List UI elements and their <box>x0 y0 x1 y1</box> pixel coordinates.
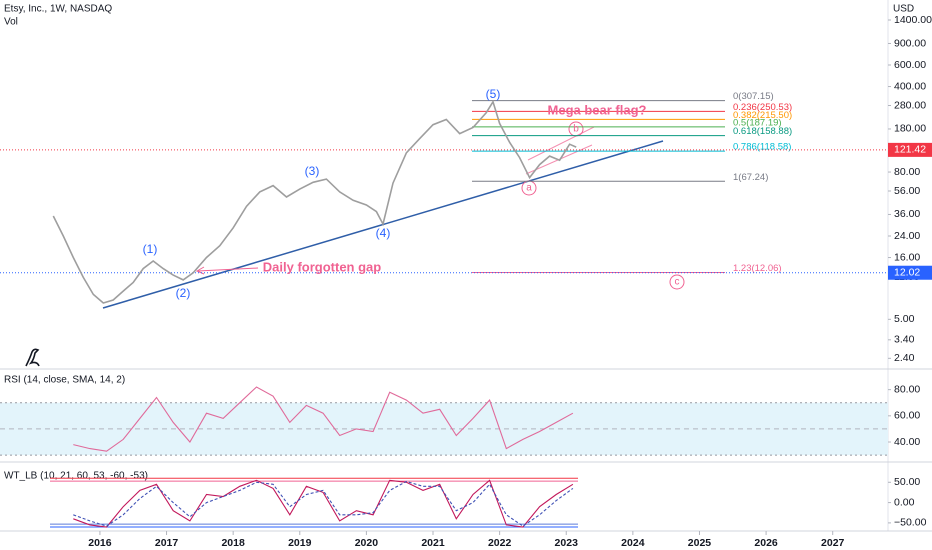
price-tag-label: 121.42 <box>894 144 926 156</box>
y-tick-label: 56.00 <box>894 185 920 197</box>
y-tick-label: 50.00 <box>894 476 920 488</box>
y-tick-label: 80.00 <box>894 383 920 395</box>
x-tick-label: 2020 <box>355 537 379 549</box>
annotation: (2) <box>176 286 191 300</box>
y-tick-label: 0.00 <box>894 496 915 508</box>
annotation: b <box>573 124 579 135</box>
fib-label: 0.236(250.53) <box>733 102 792 113</box>
y-tick-label: 2.40 <box>894 352 915 364</box>
gap-arrow <box>197 267 259 272</box>
fib-label: 1(67.24) <box>733 172 768 183</box>
wave-circle <box>669 274 685 290</box>
x-tick-label: 2025 <box>688 537 712 549</box>
series-line <box>52 99 577 304</box>
series-line <box>73 386 574 452</box>
price-tag-label: 12.02 <box>894 267 920 279</box>
y-tick-label: 16.00 <box>894 251 920 263</box>
y-tick-label: 5.00 <box>894 313 915 325</box>
price-tag <box>888 142 932 157</box>
x-tick-label: 2016 <box>88 537 112 549</box>
price-tag <box>888 265 932 280</box>
currency[interactable]: USD <box>893 4 914 15</box>
series-line <box>73 479 574 528</box>
rsi-title: RSI (14, close, SMA, 14, 2) <box>4 375 125 386</box>
y-tick-label: 80.00 <box>894 166 920 178</box>
x-tick-label: 2022 <box>488 537 512 549</box>
y-tick-label: 36.00 <box>894 208 920 220</box>
fib-label: 1.23(12.06) <box>733 263 782 274</box>
y-tick-label: 40.00 <box>894 436 920 448</box>
y-tick-label: 1400.00 <box>894 14 932 26</box>
fib-label: 0.786(118.58) <box>733 142 791 153</box>
annotation: (3) <box>305 164 320 178</box>
y-tick-label: 600.00 <box>894 59 926 71</box>
y-tick-label: 280.00 <box>894 99 926 111</box>
annotation: a <box>526 183 532 194</box>
fib-label: 0.618(158.88) <box>733 126 792 137</box>
y-tick-label: 400.00 <box>894 80 926 92</box>
x-tick-label: 2021 <box>421 537 445 549</box>
tv-logo[interactable] <box>25 348 40 367</box>
annotation: (1) <box>143 242 158 256</box>
annotation: c <box>675 277 680 288</box>
wt-title: WT_LB (10, 21, 60, 53, -60, -53) <box>4 471 148 482</box>
y-tick-label: 60.00 <box>894 410 920 422</box>
y-tick-label: 3.40 <box>894 334 915 346</box>
fib-label: 0(307.15) <box>733 91 774 102</box>
x-tick-label: 2018 <box>221 537 245 549</box>
volume-label: Vol <box>4 17 18 28</box>
y-tick-label: 24.00 <box>894 230 920 242</box>
x-tick-label: 2024 <box>621 537 645 549</box>
x-tick-label: 2027 <box>821 537 845 549</box>
annotation: Daily forgotten gap <box>263 259 382 274</box>
x-tick-label: 2023 <box>555 537 579 549</box>
flag-channel <box>527 126 595 161</box>
y-tick-label: 900.00 <box>894 37 926 49</box>
annotation: (5) <box>486 87 501 101</box>
fib-label: 0.382(215.50) <box>733 110 792 121</box>
x-tick-label: 2026 <box>754 537 778 549</box>
series-line <box>73 480 574 527</box>
fib-label: 0.5(187.19) <box>733 117 782 128</box>
y-tick-label: −50.00 <box>894 517 927 529</box>
x-tick-label: 2019 <box>288 537 312 549</box>
x-tick-label: 2017 <box>155 537 179 549</box>
symbol-title: Etsy, Inc., 1W, NASDAQ <box>4 4 112 15</box>
y-tick-label: 180.00 <box>894 123 926 135</box>
annotation: (4) <box>376 226 391 240</box>
annotation: Mega bear flag? <box>548 102 647 117</box>
